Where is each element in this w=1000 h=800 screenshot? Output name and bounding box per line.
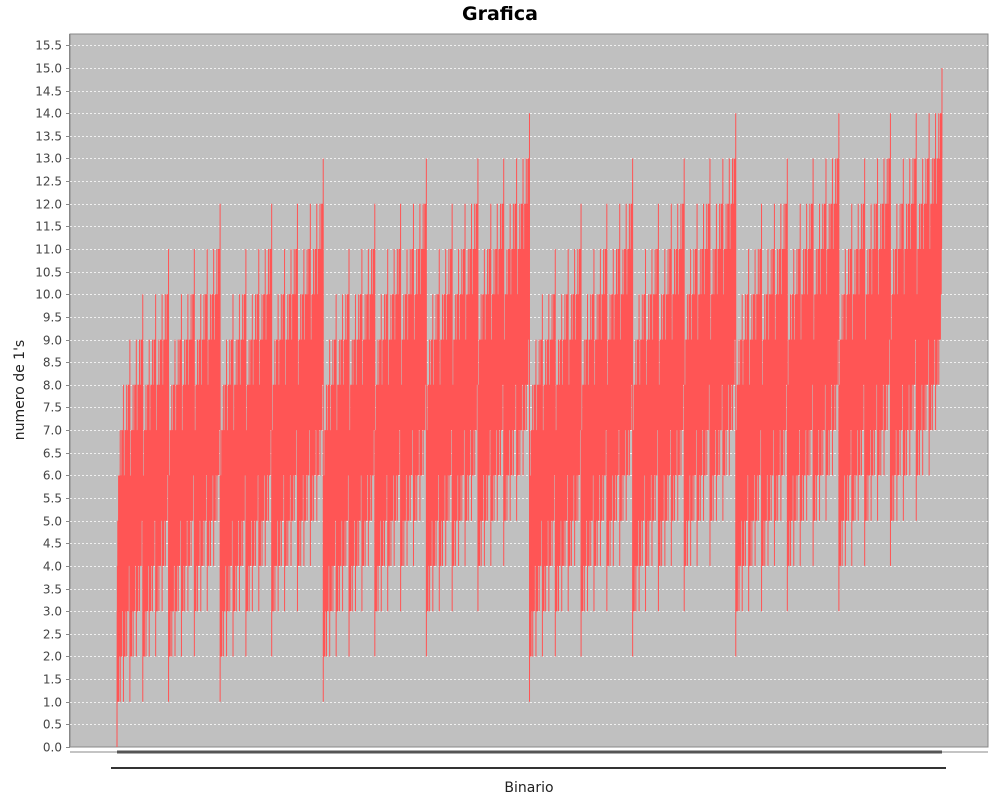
y-tick-label: 0.0 xyxy=(43,741,62,755)
y-tick-label: 4.5 xyxy=(43,537,62,551)
y-tick-label: 0.5 xyxy=(43,718,62,732)
y-tick-label: 14.5 xyxy=(35,85,62,99)
y-tick-label: 2.5 xyxy=(43,628,62,642)
y-tick-label: 4.0 xyxy=(43,560,62,574)
series-line xyxy=(116,67,943,748)
y-tick-label: 15.5 xyxy=(35,39,62,53)
y-tick-label: 3.0 xyxy=(43,605,62,619)
y-tick-label: 7.5 xyxy=(43,401,62,415)
y-tick-label: 1.0 xyxy=(43,696,62,710)
y-tick-label: 15.0 xyxy=(35,62,62,76)
x-axis-label: Binario xyxy=(504,780,553,796)
y-tick-label: 11.5 xyxy=(35,220,62,234)
y-tick-label: 7.0 xyxy=(43,424,62,438)
y-tick-label: 6.5 xyxy=(43,447,62,461)
y-tick-label: 13.5 xyxy=(35,130,62,144)
y-tick-label: 8.5 xyxy=(43,356,62,370)
y-tick-label: 14.0 xyxy=(35,107,62,121)
y-tick-label: 9.0 xyxy=(43,334,62,348)
y-tick-label: 8.0 xyxy=(43,379,62,393)
y-tick-label: 6.0 xyxy=(43,469,62,483)
y-tick-label: 2.0 xyxy=(43,650,62,664)
y-tick-label: 9.5 xyxy=(43,311,62,325)
y-tick-label: 10.5 xyxy=(35,266,62,280)
y-tick-label: 3.5 xyxy=(43,583,62,597)
y-axis-label: numero de 1's xyxy=(12,340,28,440)
y-tick-label: 5.0 xyxy=(43,515,62,529)
y-tick-label: 5.5 xyxy=(43,492,62,506)
chart-title: Grafica xyxy=(462,3,538,25)
y-tick-label: 12.0 xyxy=(35,198,62,212)
y-tick-label: 1.5 xyxy=(43,673,62,687)
y-tick-label: 12.5 xyxy=(35,175,62,189)
y-tick-label: 11.0 xyxy=(35,243,62,257)
y-axis-ticks: 0.0 0.5 1.0 1.5 2.0 2.5 3.0 3.5 4.0 4.5 5.0 5.5 6.0 6… xyxy=(35,39,70,755)
y-tick-label: 10.0 xyxy=(35,288,62,302)
y-tick-label: 13.0 xyxy=(35,152,62,166)
